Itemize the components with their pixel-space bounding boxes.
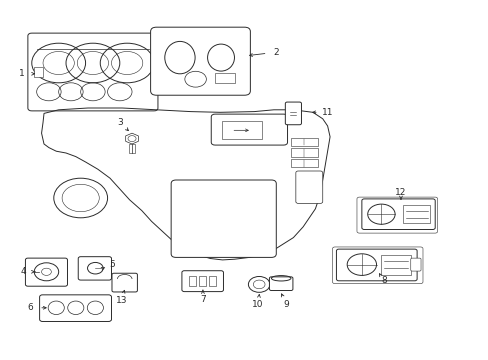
Bar <box>189 276 196 286</box>
FancyBboxPatch shape <box>410 258 420 271</box>
FancyBboxPatch shape <box>28 33 158 111</box>
Text: 12: 12 <box>394 188 406 197</box>
Text: 11: 11 <box>321 108 333 117</box>
Text: 4: 4 <box>20 267 26 276</box>
FancyBboxPatch shape <box>40 295 111 321</box>
FancyBboxPatch shape <box>336 249 416 281</box>
Text: 3: 3 <box>117 118 122 127</box>
FancyBboxPatch shape <box>269 277 292 291</box>
Text: 1: 1 <box>19 69 25 78</box>
FancyBboxPatch shape <box>150 27 250 95</box>
Bar <box>128 144 135 153</box>
Text: 9: 9 <box>283 300 288 309</box>
Text: 2: 2 <box>273 48 279 57</box>
FancyBboxPatch shape <box>361 199 434 230</box>
FancyBboxPatch shape <box>285 102 301 125</box>
FancyBboxPatch shape <box>25 258 67 286</box>
Polygon shape <box>125 133 138 144</box>
Text: 6: 6 <box>27 303 33 312</box>
Bar <box>290 159 317 167</box>
Text: 7: 7 <box>200 295 205 304</box>
FancyBboxPatch shape <box>211 114 287 145</box>
FancyBboxPatch shape <box>295 171 322 203</box>
Bar <box>151 67 160 77</box>
Bar <box>381 255 410 275</box>
FancyBboxPatch shape <box>112 273 137 292</box>
Bar <box>199 276 205 286</box>
Bar <box>222 121 261 139</box>
FancyBboxPatch shape <box>356 197 437 233</box>
Bar <box>290 138 317 146</box>
Bar <box>290 148 317 157</box>
FancyBboxPatch shape <box>171 180 276 257</box>
Text: 5: 5 <box>109 260 115 269</box>
Bar <box>34 67 43 77</box>
FancyBboxPatch shape <box>332 247 422 284</box>
FancyBboxPatch shape <box>78 257 111 280</box>
Bar <box>215 73 234 83</box>
Text: 8: 8 <box>380 276 386 285</box>
Text: 10: 10 <box>252 300 264 309</box>
Bar <box>403 205 429 223</box>
Text: 13: 13 <box>115 296 127 305</box>
Bar <box>208 276 215 286</box>
FancyBboxPatch shape <box>182 271 223 292</box>
